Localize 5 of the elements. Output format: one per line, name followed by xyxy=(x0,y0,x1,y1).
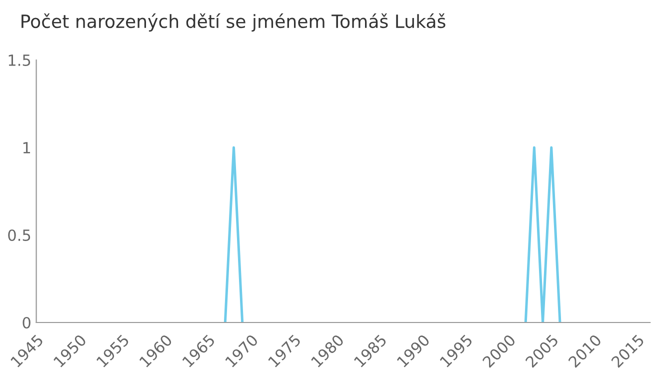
y-tick-label: 1.5 xyxy=(8,54,30,66)
y-tick-label: 0.5 xyxy=(8,229,30,242)
y-tick-label: 0 xyxy=(22,316,30,329)
chart-title: Počet narozených dětí se jménem Tomáš Lukáš xyxy=(22,13,446,32)
y-tick-label: 1 xyxy=(23,142,30,154)
